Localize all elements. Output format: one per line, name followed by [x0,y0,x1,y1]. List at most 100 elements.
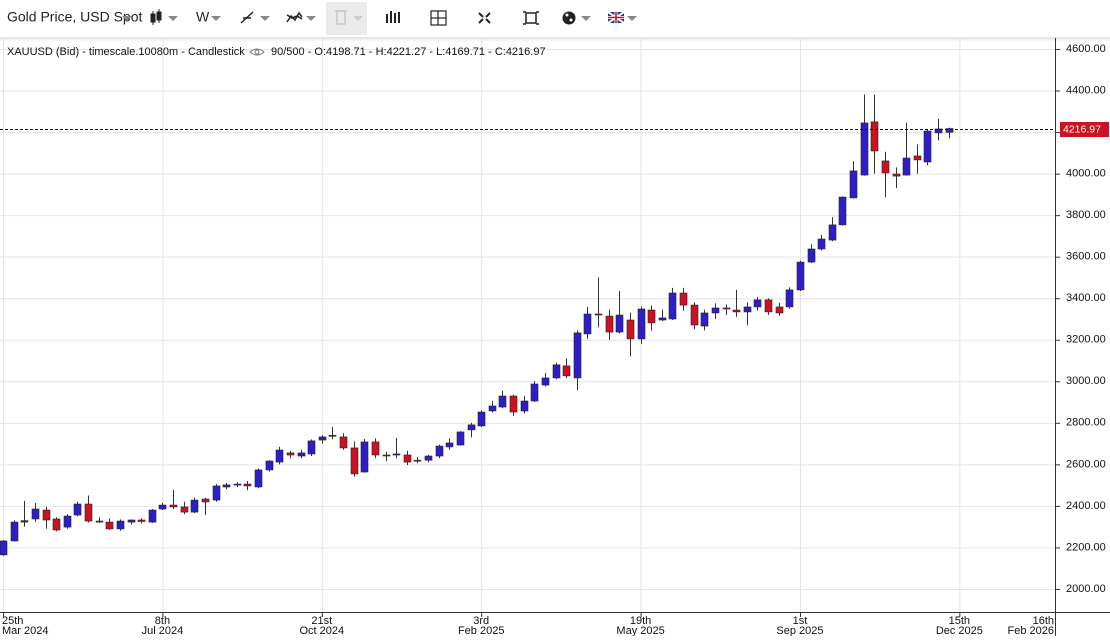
candle-body [95,520,104,523]
candle-body [73,503,82,516]
y-tick-label: 2200.00 [1066,541,1106,553]
symbol-selector[interactable]: Gold Price, USD Spot [7,9,142,25]
candle-body [647,309,656,324]
candle-body [339,436,348,449]
candle-body [828,224,837,241]
candle-body [180,506,189,513]
candle-body [870,121,879,152]
trash-icon [335,10,347,25]
x-tick-label: 25th [2,615,23,627]
candle-body [127,519,136,523]
candle-body [679,292,688,306]
candle-body [392,453,401,456]
candle-body [201,498,210,503]
indicator-button[interactable] [286,11,303,23]
candle-body [690,304,699,326]
x-tick-label: Dec 2025 [936,625,983,636]
last-price-label: 4216.97 [1063,123,1101,135]
fullscreen-button[interactable] [478,12,491,24]
candle-body [934,128,943,134]
candle-body [849,170,858,199]
candle-body [63,515,72,528]
x-tick-label: 21st [311,615,332,627]
toolbar-shadow [0,37,1110,42]
chart-status: 90/500 - O:4198.71 - H:4221.27 - L:4169.… [271,46,546,58]
candle-body [785,289,794,308]
candle-body [116,520,125,530]
candle-body [605,315,614,333]
candle-body [520,400,529,412]
caret [211,16,221,21]
candle-body [10,521,19,542]
candle-body [626,319,635,340]
candle-body [700,312,709,327]
candle-body [743,306,752,313]
candle-body [424,455,433,461]
language-button[interactable] [607,11,625,24]
candle-body [0,540,8,556]
x-tick-label: 15th [949,615,970,627]
chart-type-button[interactable] [150,9,162,25]
x-tick-label: Sep 2025 [776,625,823,636]
volume-button[interactable] [386,11,400,23]
candle-body [583,313,592,335]
y-tick-label: 3800.00 [1066,209,1106,221]
candle-body [222,484,231,488]
caret [260,16,270,21]
y-tick-label: 2600.00 [1066,458,1106,470]
candle-body [297,452,306,457]
y-tick-label: 2000.00 [1066,583,1106,595]
candle-body [637,308,646,340]
candle-body [562,365,571,377]
candle-body [137,519,146,522]
candle-body [775,306,784,314]
y-tick-label: 2800.00 [1066,417,1106,429]
y-tick-label: 2400.00 [1066,500,1106,512]
candle-body [552,364,561,379]
x-tick-label: Feb 2026 [1008,625,1054,636]
toolbar: Gold Price, USD Spot W [0,0,1110,42]
candle-body [753,299,762,308]
candle-body [817,238,826,250]
y-tick-label: 3600.00 [1066,251,1106,263]
candle-body [477,411,486,427]
candle-body [42,509,51,521]
fit-button[interactable] [523,11,539,25]
caret [306,16,316,21]
candle-body [807,248,816,263]
y-tick-label: 4000.00 [1066,168,1106,180]
candle-body [158,504,167,510]
x-tick-label: Jul 2024 [142,625,184,636]
candle-body [658,317,667,321]
candle-body [573,332,582,379]
candle-body [382,454,391,457]
candle-body [254,469,263,488]
draw-line-button[interactable] [240,11,254,24]
theme-button[interactable] [562,11,576,25]
candle-body [148,509,157,523]
candle-body [403,454,412,463]
candle-body [328,434,337,437]
caret [168,16,178,21]
y-tick-label: 3400.00 [1066,292,1106,304]
x-tick-label: 16th [1033,615,1054,627]
caret [353,16,363,21]
candle-body [838,196,847,226]
candle-body [371,441,380,456]
candle-body [594,313,603,316]
x-tick-label: Mar 2024 [2,625,48,636]
crosshair-button[interactable] [430,10,447,26]
chart-title: XAUUSD (Bid) - timescale.10080m - Candle… [7,46,245,58]
candle-body [212,485,221,501]
delete-button[interactable] [326,2,367,35]
candle-body [243,483,252,487]
x-tick-label: May 2025 [616,625,664,636]
toolbar-bg [0,0,1110,37]
candle-body [169,504,178,508]
y-tick-label: 3000.00 [1066,375,1106,387]
interval-selector[interactable]: W [196,9,210,25]
visibility-toggle[interactable] [249,48,265,56]
plot [0,94,1055,556]
candle-body [509,395,518,413]
candle-body [668,292,677,320]
